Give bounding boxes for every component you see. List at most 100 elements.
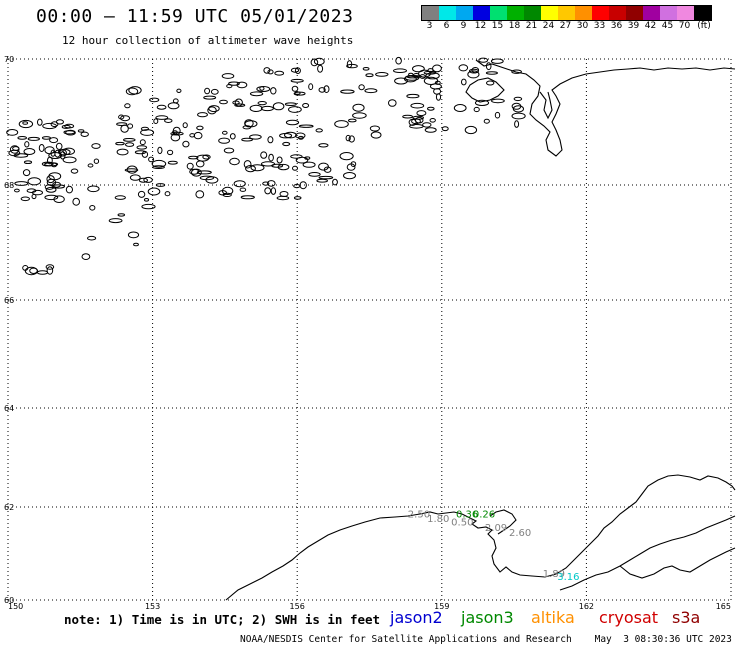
- ice-floe: [293, 91, 306, 96]
- ice-floe: [65, 185, 74, 194]
- ice-floe: [406, 75, 421, 79]
- ice-floe: [298, 124, 314, 128]
- ice-floe: [188, 155, 199, 160]
- legend-label: 42: [644, 21, 657, 31]
- ice-floe: [316, 178, 329, 183]
- legend-swatch: [507, 6, 524, 20]
- swh-value-label: 0.50: [451, 518, 473, 529]
- ice-floe: [285, 119, 300, 126]
- latitude-label: 60: [4, 596, 14, 605]
- ice-floe: [114, 195, 126, 200]
- legend-label: 70: [678, 21, 691, 31]
- ice-floe: [23, 160, 33, 164]
- latitude-label: 64: [4, 404, 14, 413]
- coastline-peninsula: [225, 474, 736, 601]
- legend-swatch: [626, 6, 643, 20]
- legend-swatch: [422, 6, 439, 20]
- ice-floe: [155, 115, 169, 120]
- ice-floe: [24, 141, 30, 148]
- ice-floe: [193, 131, 203, 140]
- longitude-label: 153: [145, 602, 160, 611]
- ice-floe: [139, 139, 146, 146]
- ice-floe: [473, 106, 480, 113]
- ice-floe: [412, 65, 425, 73]
- ice-floe: [228, 81, 240, 86]
- ice-floe: [284, 102, 297, 106]
- ice-floe: [167, 160, 178, 165]
- ice-floe: [491, 98, 505, 104]
- ice-floe: [313, 57, 325, 66]
- ice-floe: [53, 195, 65, 203]
- ice-floe: [202, 154, 211, 160]
- ice-floe: [23, 148, 36, 155]
- legend-swatch: [643, 6, 660, 20]
- ice-floe: [272, 102, 285, 111]
- ice-floe: [45, 264, 55, 270]
- ice-floe: [458, 64, 469, 72]
- ice-floe: [263, 67, 271, 74]
- latitude-label: 70: [4, 55, 14, 64]
- swh-value-label: 1.80: [427, 514, 449, 525]
- ice-floe: [243, 160, 252, 169]
- legend-label: (ft): [697, 21, 711, 31]
- ice-floe: [308, 172, 321, 177]
- map-title: 00:00 – 11:59 UTC 05/01/2023: [36, 6, 354, 27]
- legend-swatch: [558, 6, 575, 20]
- lat-lon-grid: [7, 58, 732, 601]
- ice-floe: [317, 64, 324, 73]
- legend-swatch: [694, 6, 711, 20]
- ice-floe: [27, 136, 40, 141]
- ice-floe: [6, 129, 19, 136]
- ice-floe: [46, 175, 55, 184]
- ice-floe: [294, 67, 301, 74]
- ice-floe: [14, 181, 29, 186]
- footer-credit: NOAA/NESDIS Center for Satellite Applica…: [240, 634, 732, 645]
- ice-floe: [284, 131, 297, 139]
- ice-floe: [490, 58, 504, 64]
- ice-floe: [433, 88, 442, 95]
- ice-floe: [240, 195, 255, 200]
- satellite-altika: altika: [531, 608, 575, 627]
- ice-floe: [412, 115, 425, 120]
- satellite-cryosat: cryosat: [599, 608, 659, 627]
- ice-floe: [126, 165, 138, 174]
- ice-floe: [172, 98, 179, 104]
- ice-floe: [464, 125, 478, 135]
- ice-floe: [208, 105, 220, 113]
- swh-value-label: 2.50: [408, 510, 430, 521]
- satellite-jason3: jason3: [461, 608, 514, 627]
- ice-floe: [170, 133, 181, 142]
- ice-floe: [267, 180, 276, 187]
- ice-floe: [182, 140, 190, 148]
- ice-floe: [302, 103, 310, 108]
- ice-floe: [276, 156, 283, 164]
- ice-floe: [424, 127, 437, 133]
- ice-floe: [288, 106, 302, 113]
- ice-floe: [340, 89, 355, 94]
- legend-label: 36: [610, 21, 623, 31]
- ice-floe: [129, 174, 141, 181]
- ice-floe: [290, 78, 304, 83]
- ice-floe: [323, 85, 330, 93]
- ice-floe: [422, 122, 432, 128]
- legend-label: 21: [525, 21, 538, 31]
- ice-floe: [195, 190, 205, 199]
- ice-floe: [260, 151, 268, 159]
- ice-floe: [195, 160, 205, 168]
- ice-floe: [9, 145, 20, 154]
- ice-floe: [22, 169, 31, 177]
- ice-floe: [219, 99, 228, 105]
- ice-floe: [229, 133, 236, 140]
- ice-floe: [61, 124, 71, 129]
- ice-floe: [72, 197, 80, 206]
- ice-floe: [186, 162, 194, 170]
- ice-floe: [274, 70, 285, 76]
- ice-floe: [318, 143, 329, 148]
- ice-floe: [332, 178, 338, 186]
- ice-floe: [81, 253, 91, 261]
- ice-floe: [164, 118, 173, 123]
- ice-floe: [62, 156, 77, 164]
- ice-floe: [461, 78, 467, 86]
- legend-swatch: [456, 6, 473, 20]
- satellite-s3a: s3a: [672, 608, 701, 627]
